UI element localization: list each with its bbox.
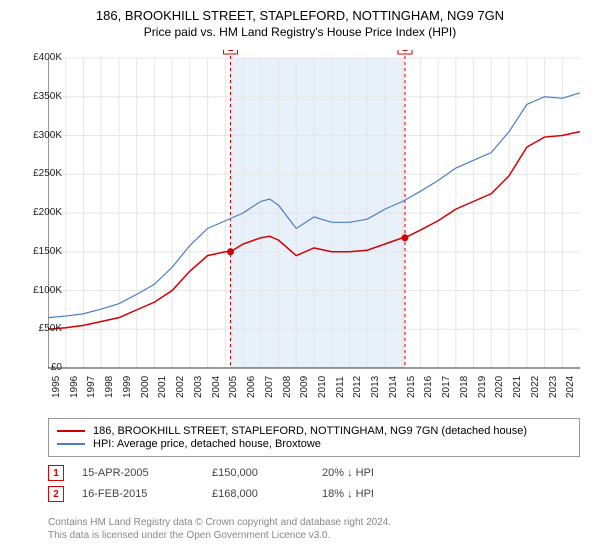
chart-container: 186, BROOKHILL STREET, STAPLEFORD, NOTTI… bbox=[0, 0, 600, 560]
footer-line: Contains HM Land Registry data © Crown c… bbox=[48, 516, 391, 529]
x-tick-label: 2020 bbox=[494, 376, 505, 398]
x-tick-label: 2023 bbox=[548, 376, 559, 398]
x-tick-label: 2017 bbox=[441, 376, 452, 398]
footer-line: This data is licensed under the Open Gov… bbox=[48, 529, 391, 542]
x-tick-label: 2007 bbox=[264, 376, 275, 398]
y-tick-label: £350K bbox=[22, 91, 62, 102]
x-tick-label: 2003 bbox=[193, 376, 204, 398]
legend-label: HPI: Average price, detached house, Brox… bbox=[93, 438, 321, 450]
x-tick-label: 2011 bbox=[335, 376, 346, 398]
legend-swatch bbox=[57, 443, 85, 445]
marker-row: 1 15-APR-2005 £150,000 20% ↓ HPI bbox=[48, 465, 432, 481]
legend-swatch bbox=[57, 430, 85, 432]
x-tick-label: 2024 bbox=[565, 376, 576, 398]
x-tick-label: 1999 bbox=[122, 376, 133, 398]
y-tick-label: £150K bbox=[22, 246, 62, 257]
legend-label: 186, BROOKHILL STREET, STAPLEFORD, NOTTI… bbox=[93, 425, 527, 437]
y-tick-label: £400K bbox=[22, 52, 62, 63]
marker-table: 1 15-APR-2005 £150,000 20% ↓ HPI 2 16-FE… bbox=[48, 460, 432, 507]
line-chart: 12 bbox=[48, 50, 580, 400]
x-tick-label: 2008 bbox=[282, 376, 293, 398]
marker-number-box: 2 bbox=[48, 486, 64, 502]
y-tick-label: £50K bbox=[22, 323, 62, 334]
chart-title: 186, BROOKHILL STREET, STAPLEFORD, NOTTI… bbox=[0, 0, 600, 23]
marker-delta: 18% ↓ HPI bbox=[322, 488, 432, 500]
x-tick-label: 2004 bbox=[211, 376, 222, 398]
y-tick-label: £300K bbox=[22, 130, 62, 141]
marker-date: 15-APR-2005 bbox=[82, 467, 212, 479]
x-tick-label: 2014 bbox=[388, 376, 399, 398]
x-tick-label: 1998 bbox=[104, 376, 115, 398]
x-tick-label: 2013 bbox=[370, 376, 381, 398]
x-tick-label: 2009 bbox=[299, 376, 310, 398]
x-tick-label: 2022 bbox=[530, 376, 541, 398]
marker-price: £150,000 bbox=[212, 467, 322, 479]
svg-text:2: 2 bbox=[402, 50, 408, 54]
footer: Contains HM Land Registry data © Crown c… bbox=[48, 516, 391, 542]
x-tick-label: 2010 bbox=[317, 376, 328, 398]
x-tick-label: 2002 bbox=[175, 376, 186, 398]
svg-text:1: 1 bbox=[228, 50, 234, 54]
x-tick-label: 2021 bbox=[512, 376, 523, 398]
marker-delta: 20% ↓ HPI bbox=[322, 467, 432, 479]
x-tick-label: 2018 bbox=[459, 376, 470, 398]
marker-row: 2 16-FEB-2015 £168,000 18% ↓ HPI bbox=[48, 486, 432, 502]
x-tick-label: 2005 bbox=[228, 376, 239, 398]
x-tick-label: 1997 bbox=[86, 376, 97, 398]
y-tick-label: £250K bbox=[22, 168, 62, 179]
y-tick-label: £200K bbox=[22, 207, 62, 218]
chart-subtitle: Price paid vs. HM Land Registry's House … bbox=[0, 23, 600, 39]
legend: 186, BROOKHILL STREET, STAPLEFORD, NOTTI… bbox=[48, 418, 580, 457]
x-tick-label: 2000 bbox=[140, 376, 151, 398]
x-tick-label: 1995 bbox=[51, 376, 62, 398]
x-tick-label: 2001 bbox=[157, 376, 168, 398]
x-tick-label: 2016 bbox=[423, 376, 434, 398]
y-tick-label: £100K bbox=[22, 285, 62, 296]
y-tick-label: £0 bbox=[22, 362, 62, 373]
marker-number-box: 1 bbox=[48, 465, 64, 481]
x-tick-label: 2006 bbox=[246, 376, 257, 398]
legend-item: 186, BROOKHILL STREET, STAPLEFORD, NOTTI… bbox=[57, 425, 571, 437]
x-tick-label: 2015 bbox=[406, 376, 417, 398]
x-tick-label: 2012 bbox=[352, 376, 363, 398]
legend-item: HPI: Average price, detached house, Brox… bbox=[57, 438, 571, 450]
marker-date: 16-FEB-2015 bbox=[82, 488, 212, 500]
marker-price: £168,000 bbox=[212, 488, 322, 500]
x-tick-label: 2019 bbox=[477, 376, 488, 398]
x-tick-label: 1996 bbox=[69, 376, 80, 398]
